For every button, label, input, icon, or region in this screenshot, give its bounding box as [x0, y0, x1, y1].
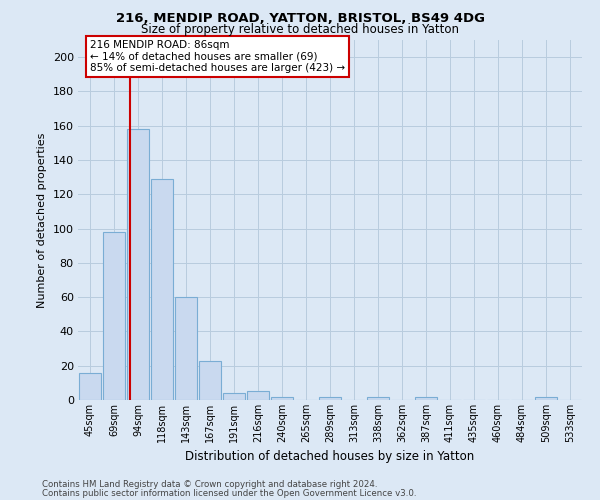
Y-axis label: Number of detached properties: Number of detached properties [37, 132, 47, 308]
Bar [415, 396, 437, 400]
X-axis label: Distribution of detached houses by size in Yatton: Distribution of detached houses by size … [185, 450, 475, 464]
Bar [151, 179, 173, 400]
Bar [199, 360, 221, 400]
Bar [367, 396, 389, 400]
Text: Contains HM Land Registry data © Crown copyright and database right 2024.: Contains HM Land Registry data © Crown c… [42, 480, 377, 489]
Bar [175, 297, 197, 400]
Bar [271, 396, 293, 400]
Bar [535, 396, 557, 400]
Bar [319, 396, 341, 400]
Text: Size of property relative to detached houses in Yatton: Size of property relative to detached ho… [141, 22, 459, 36]
Bar [127, 129, 149, 400]
Text: Contains public sector information licensed under the Open Government Licence v3: Contains public sector information licen… [42, 488, 416, 498]
Text: 216 MENDIP ROAD: 86sqm
← 14% of detached houses are smaller (69)
85% of semi-det: 216 MENDIP ROAD: 86sqm ← 14% of detached… [90, 40, 345, 73]
Bar [103, 232, 125, 400]
Bar [223, 393, 245, 400]
Bar [79, 372, 101, 400]
Bar [247, 392, 269, 400]
Text: 216, MENDIP ROAD, YATTON, BRISTOL, BS49 4DG: 216, MENDIP ROAD, YATTON, BRISTOL, BS49 … [115, 12, 485, 26]
